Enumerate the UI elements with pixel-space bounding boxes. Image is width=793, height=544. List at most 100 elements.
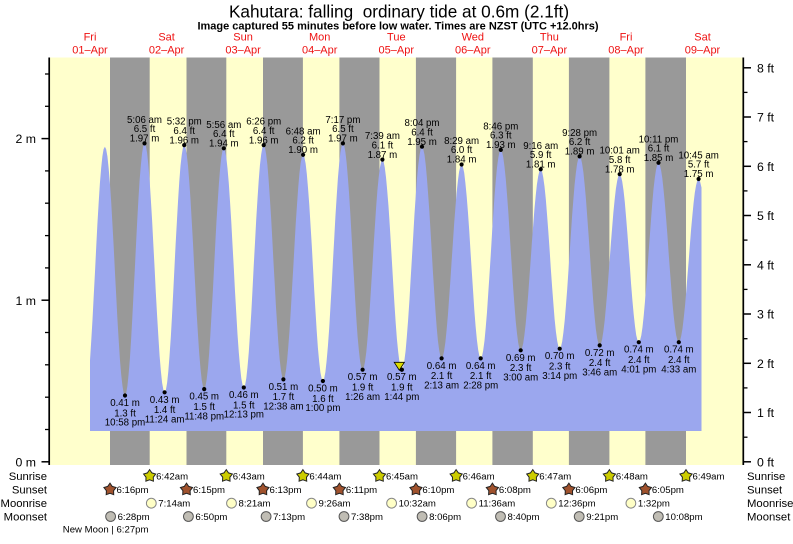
svg-text:8:06pm: 8:06pm: [429, 512, 461, 523]
svg-text:6.4 ft: 6.4 ft: [411, 127, 433, 138]
svg-text:3:14 pm: 3:14 pm: [542, 371, 577, 382]
svg-text:6:08pm: 6:08pm: [499, 485, 531, 496]
svg-text:5.7 ft: 5.7 ft: [688, 160, 710, 171]
svg-text:Moonrise: Moonrise: [747, 498, 793, 510]
svg-text:11:48 pm: 11:48 pm: [184, 411, 224, 422]
svg-text:2.4 ft: 2.4 ft: [628, 355, 650, 366]
svg-text:05–Apr: 05–Apr: [379, 45, 415, 57]
svg-text:Fri: Fri: [84, 32, 97, 44]
svg-text:12:38 am: 12:38 am: [263, 402, 303, 413]
svg-text:0.64 m: 0.64 m: [427, 361, 457, 372]
svg-text:0.41 m: 0.41 m: [110, 398, 140, 409]
svg-text:0.46 m: 0.46 m: [229, 390, 259, 401]
svg-text:6:13pm: 6:13pm: [270, 485, 302, 496]
svg-text:Fri: Fri: [620, 32, 633, 44]
svg-text:6.3 ft: 6.3 ft: [490, 131, 512, 142]
svg-text:6:28pm: 6:28pm: [118, 512, 150, 523]
svg-text:6.5 ft: 6.5 ft: [134, 124, 156, 135]
svg-text:6:48am: 6:48am: [616, 471, 648, 482]
svg-text:2.4 ft: 2.4 ft: [589, 358, 611, 369]
svg-text:5 ft: 5 ft: [757, 209, 775, 223]
svg-text:6:49am: 6:49am: [693, 471, 725, 482]
svg-text:Sat: Sat: [158, 32, 175, 44]
svg-text:5.8 ft: 5.8 ft: [609, 155, 631, 166]
svg-text:0.57 m: 0.57 m: [348, 372, 378, 383]
svg-text:2:13 am: 2:13 am: [424, 381, 459, 392]
svg-text:1:26 am: 1:26 am: [345, 392, 380, 403]
svg-text:0 ft: 0 ft: [757, 455, 775, 469]
svg-text:6:46am: 6:46am: [463, 471, 495, 482]
svg-text:10:01 am: 10:01 am: [599, 146, 639, 157]
svg-text:6:11pm: 6:11pm: [346, 485, 377, 496]
svg-text:1.90 m: 1.90 m: [288, 145, 318, 156]
svg-text:6:44am: 6:44am: [309, 471, 341, 482]
svg-text:5:06 am: 5:06 am: [127, 115, 162, 126]
svg-text:1.81 m: 1.81 m: [526, 160, 556, 171]
svg-text:0.50 m: 0.50 m: [308, 384, 338, 395]
svg-text:1.96 m: 1.96 m: [249, 135, 279, 146]
svg-text:9:26am: 9:26am: [319, 499, 351, 510]
svg-text:Kahutara: falling ordinary ti: Kahutara: falling ordinary tide at 0.6m …: [229, 1, 569, 21]
svg-text:Image captured 55 minutes befo: Image captured 55 minutes before low wat…: [197, 21, 598, 33]
svg-text:10:08pm: 10:08pm: [665, 512, 702, 523]
svg-text:4:01 pm: 4:01 pm: [621, 364, 656, 375]
svg-text:0.69 m: 0.69 m: [506, 353, 536, 364]
svg-text:5:56 am: 5:56 am: [206, 120, 241, 131]
svg-text:Tue: Tue: [387, 32, 406, 44]
svg-text:08–Apr: 08–Apr: [608, 45, 644, 57]
svg-text:7:17 pm: 7:17 pm: [325, 115, 360, 126]
svg-text:07–Apr: 07–Apr: [532, 45, 568, 57]
svg-text:2.3 ft: 2.3 ft: [510, 363, 532, 374]
svg-text:1 ft: 1 ft: [757, 406, 775, 420]
svg-text:7:38pm: 7:38pm: [351, 512, 383, 523]
svg-text:1.3 ft: 1.3 ft: [114, 408, 136, 419]
svg-text:6.4 ft: 6.4 ft: [213, 129, 235, 140]
svg-text:1.75 m: 1.75 m: [684, 169, 714, 180]
svg-text:6:15pm: 6:15pm: [193, 485, 225, 496]
svg-text:0.57 m: 0.57 m: [387, 372, 417, 383]
svg-text:6 ft: 6 ft: [757, 160, 775, 174]
svg-text:1.6 ft: 1.6 ft: [312, 394, 334, 405]
svg-text:0.70 m: 0.70 m: [545, 351, 575, 362]
svg-text:0.43 m: 0.43 m: [150, 395, 180, 406]
svg-text:2.1 ft: 2.1 ft: [431, 371, 453, 382]
svg-text:6.4 ft: 6.4 ft: [173, 126, 195, 137]
svg-text:Wed: Wed: [462, 32, 484, 44]
svg-text:6.5 ft: 6.5 ft: [332, 124, 354, 135]
svg-text:2 ft: 2 ft: [757, 357, 775, 371]
svg-text:6:42am: 6:42am: [156, 471, 188, 482]
svg-text:0.64 m: 0.64 m: [466, 361, 496, 372]
svg-text:2 m: 2 m: [16, 132, 37, 146]
svg-text:8:46 pm: 8:46 pm: [483, 121, 518, 132]
svg-text:Moonrise: Moonrise: [1, 498, 47, 510]
svg-text:1.9 ft: 1.9 ft: [352, 383, 374, 394]
svg-text:7 ft: 7 ft: [757, 111, 775, 125]
svg-text:8:21am: 8:21am: [239, 499, 271, 510]
svg-text:3:46 am: 3:46 am: [582, 368, 617, 379]
svg-text:1.85 m: 1.85 m: [644, 153, 674, 164]
svg-text:8:29 am: 8:29 am: [444, 136, 479, 147]
svg-text:3:00 am: 3:00 am: [503, 373, 538, 384]
svg-text:03–Apr: 03–Apr: [225, 45, 261, 57]
svg-text:06–Apr: 06–Apr: [455, 45, 491, 57]
svg-text:1 m: 1 m: [16, 294, 37, 308]
svg-text:1.9 ft: 1.9 ft: [391, 383, 413, 394]
svg-text:6:06pm: 6:06pm: [575, 485, 607, 496]
svg-text:6:05pm: 6:05pm: [652, 485, 684, 496]
svg-text:12:13 pm: 12:13 pm: [224, 410, 264, 421]
svg-text:6.2 ft: 6.2 ft: [292, 136, 314, 147]
svg-text:12:36pm: 12:36pm: [558, 499, 595, 510]
svg-text:10:58 pm: 10:58 pm: [105, 418, 145, 429]
svg-text:Sat: Sat: [694, 32, 711, 44]
svg-text:8:40pm: 8:40pm: [508, 512, 540, 523]
svg-text:Sunset: Sunset: [747, 485, 783, 497]
svg-text:02–Apr: 02–Apr: [149, 45, 185, 57]
svg-text:7:13pm: 7:13pm: [273, 512, 305, 523]
svg-text:Sunrise: Sunrise: [747, 471, 785, 483]
svg-text:0 m: 0 m: [16, 455, 37, 469]
svg-text:2.4 ft: 2.4 ft: [668, 355, 690, 366]
svg-text:6.4 ft: 6.4 ft: [253, 126, 275, 137]
svg-text:6:43am: 6:43am: [233, 471, 265, 482]
svg-text:1.7 ft: 1.7 ft: [273, 392, 295, 403]
svg-text:3 ft: 3 ft: [757, 308, 775, 322]
